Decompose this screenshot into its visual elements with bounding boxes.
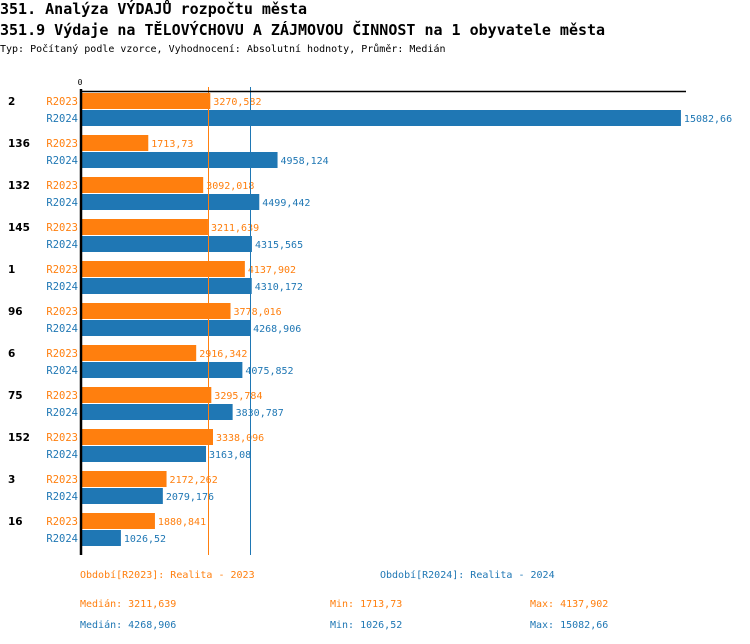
series-label: R2023 [46,138,78,150]
bar-r2023 [80,429,213,445]
series-label: R2024 [46,449,78,461]
category-label: 2 [8,96,15,108]
bar-r2024 [80,488,163,504]
category-label: 1 [8,264,15,276]
bar-r2023 [80,93,211,109]
series-label: R2023 [46,306,78,318]
r2024-median: Medián: 4268,906 [80,620,177,631]
category-label: 145 [8,222,30,234]
series-label: R2023 [46,516,78,528]
series-label: R2024 [46,155,78,167]
data-label: 1026,52 [124,534,166,545]
series-label: R2024 [46,533,78,545]
legend-r2023: Období[R2023]: Realita - 2023 [80,570,255,581]
chart-title: 351.9 Výdaje na TĚLOVÝCHOVU A ZÁJMOVOU Č… [0,21,606,39]
bar-r2023 [80,135,149,151]
bar-r2024 [80,194,260,210]
bar-r2024 [80,446,207,462]
series-label: R2023 [46,264,78,276]
series-label: R2024 [46,239,78,251]
bar-r2024 [80,110,681,126]
series-label: R2023 [46,474,78,486]
chart-meta-info: Typ: Počítaný podle vzorce, Vyhodnocení:… [0,44,446,55]
bar-r2024 [80,320,251,336]
bar-r2024 [80,362,243,378]
data-label: 4499,442 [262,198,310,209]
data-label: 3092,018 [206,181,254,192]
bar-r2023 [80,261,245,277]
data-label: 3270,582 [213,97,261,108]
data-label: 3338,096 [216,433,264,444]
series-label: R2024 [46,407,78,419]
bar-r2024 [80,530,121,546]
series-label: R2023 [46,96,78,108]
r2023-max: Max: 4137,902 [530,599,609,610]
bar-r2023 [80,513,155,529]
bar-r2023 [80,471,167,487]
category-label: 136 [8,138,30,150]
data-label: 4268,906 [253,324,301,335]
bar-r2024 [80,404,233,420]
data-label: 2172,262 [170,475,218,486]
data-label: 3163,08 [209,450,251,461]
bar-r2023 [80,219,208,235]
r2024-max: Max: 15082,66 [530,620,609,631]
series-label: R2023 [46,222,78,234]
r2023-median: Medián: 3211,639 [80,599,177,610]
data-label: 2079,176 [166,492,214,503]
bar-r2024 [80,236,252,252]
category-label: 16 [8,516,23,528]
page-title: 351. Analýza VÝDAJŮ rozpočtu města [0,0,308,18]
data-label: 4137,902 [248,265,296,276]
series-label: R2023 [46,180,78,192]
category-label: 96 [8,306,23,318]
data-label: 3830,787 [236,408,284,419]
data-label: 4958,124 [281,156,329,167]
category-label: 3 [8,474,15,486]
category-label: 6 [8,348,15,360]
category-label: 132 [8,180,30,192]
category-label: 75 [8,390,23,402]
series-label: R2024 [46,365,78,377]
category-label: 152 [8,432,30,444]
data-label: 3295,784 [214,391,262,402]
data-label: 2916,342 [199,349,247,360]
data-label: 4075,852 [245,366,293,377]
data-label: 3778,016 [234,307,282,318]
legend-r2024: Období[R2024]: Realita - 2024 [380,570,555,581]
x-tick-label: 0 [78,78,83,87]
series-label: R2023 [46,348,78,360]
bar-r2023 [80,345,197,361]
series-label: R2024 [46,323,78,335]
bar-r2023 [80,177,204,193]
r2024-min: Min: 1026,52 [330,620,403,631]
series-label: R2024 [46,113,78,125]
data-label: 15082,66 [684,114,732,125]
data-label: 3211,639 [211,223,259,234]
bar-r2024 [80,278,252,294]
series-label: R2024 [46,281,78,293]
series-label: R2023 [46,432,78,444]
data-label: 1880,841 [158,517,206,528]
bar-r2023 [80,303,231,319]
series-label: R2023 [46,390,78,402]
bar-r2024 [80,152,278,168]
bar-r2023 [80,387,212,403]
series-label: R2024 [46,491,78,503]
data-label: 4310,172 [255,282,303,293]
data-label: 1713,73 [151,139,193,150]
r2023-min: Min: 1713,73 [330,599,403,610]
series-label: R2024 [46,197,78,209]
data-label: 4315,565 [255,240,303,251]
